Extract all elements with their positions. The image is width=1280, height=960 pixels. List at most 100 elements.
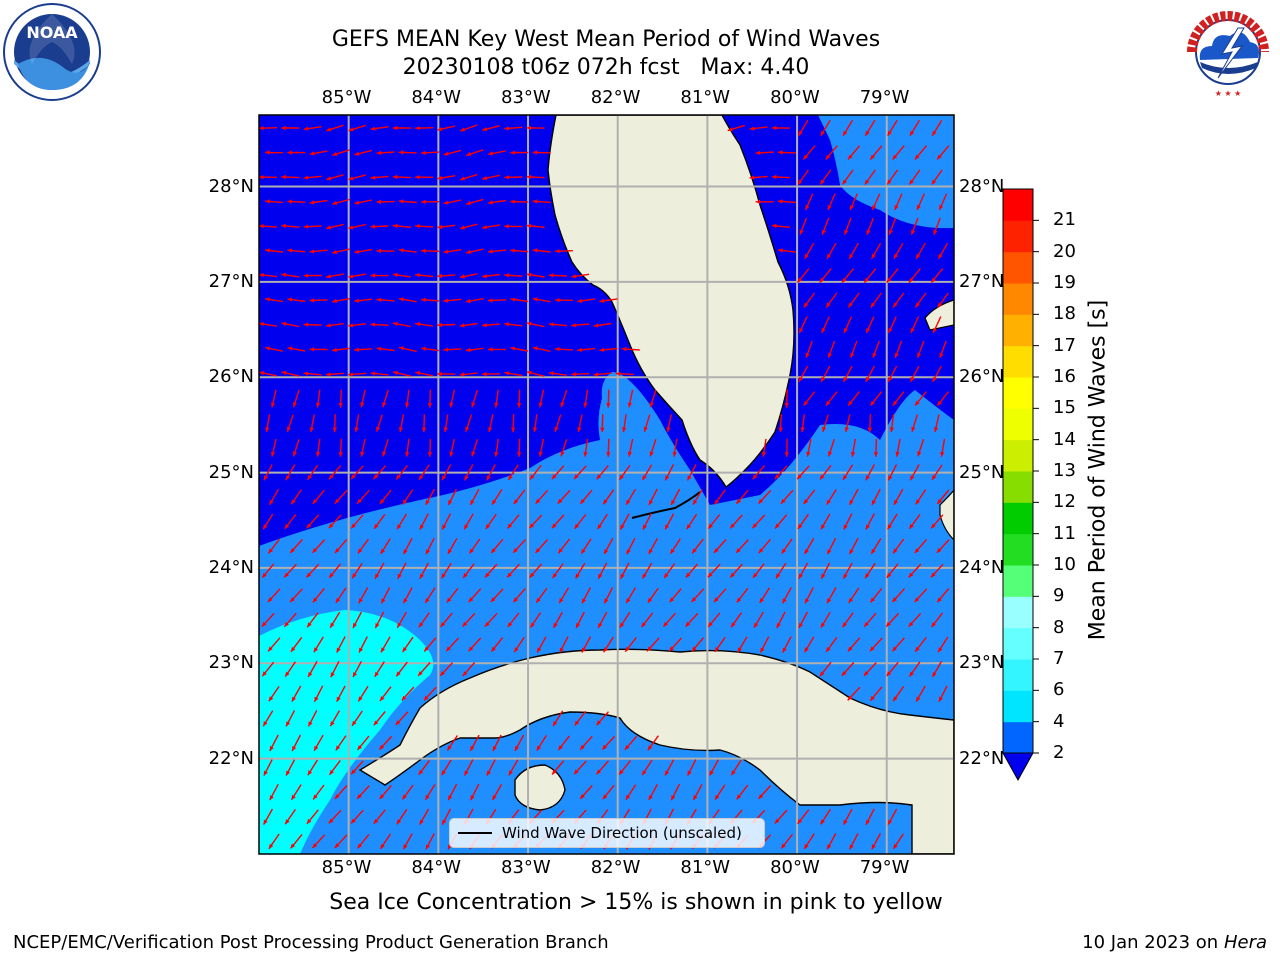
wind-wave-arrowhead (559, 647, 564, 653)
wind-wave-arrowhead (268, 696, 274, 702)
wind-wave-arrowhead (886, 671, 892, 677)
wind-wave-arrowhead (354, 200, 360, 205)
wind-wave-arrowhead (577, 298, 583, 303)
wind-wave-arrowhead (259, 126, 264, 131)
florida-keys (631, 491, 701, 519)
wind-wave-arrowhead (449, 402, 454, 408)
wind-wave-arrowhead (281, 174, 286, 180)
wind-wave-arrowhead (263, 819, 268, 825)
wind-wave-arrowhead (330, 622, 335, 628)
wind-wave-arrowhead (691, 597, 697, 602)
wind-wave-arrowhead (571, 323, 576, 328)
wind-wave-arrowhead (287, 297, 293, 302)
wind-wave-arrowhead (844, 427, 849, 432)
lon-label-top: 85°W (321, 87, 372, 108)
wind-wave-arrowhead (714, 597, 719, 603)
wind-wave-arrowhead (510, 248, 515, 253)
wind-wave-arrowhead (285, 819, 290, 825)
wind-wave-arrowhead (930, 572, 936, 578)
wind-wave-arrowhead (759, 598, 764, 603)
wind-wave-arrowhead (303, 224, 309, 229)
wind-wave-arrowhead (353, 623, 357, 628)
colorbar-segment (1003, 377, 1033, 409)
wind-wave-arrowhead (821, 524, 826, 530)
wind-wave-arrowhead (736, 597, 742, 603)
wind-wave-arrowhead (309, 347, 315, 352)
colorbar-segment (1003, 220, 1033, 253)
wind-wave-arrowhead (581, 548, 586, 554)
wind-wave-arrowhead (259, 175, 264, 180)
wind-wave-arrowhead (259, 371, 264, 376)
wind-wave-arrowhead (326, 127, 332, 132)
wind-wave-arrowhead (465, 426, 470, 432)
wind-wave-arrowhead (259, 224, 264, 229)
wind-wave-arrowhead (620, 524, 625, 530)
wind-wave-arrowhead (287, 150, 292, 155)
map-legend: Wind Wave Direction (unscaled) (449, 818, 765, 848)
wind-wave-arrowhead (553, 622, 558, 628)
wind-wave-arrowhead (558, 548, 563, 554)
wind-wave-arrowhead (669, 646, 674, 652)
wind-wave-arrowhead (370, 126, 376, 131)
wind-wave-arrowhead (596, 474, 602, 480)
wind-wave-arrowhead (373, 720, 379, 726)
wind-wave-arrowhead (511, 427, 516, 433)
wind-wave-arrowhead (504, 273, 509, 278)
wind-wave-arrowhead (392, 272, 398, 278)
wind-wave-arrowhead (687, 770, 692, 776)
wind-wave-arrowhead (804, 253, 809, 259)
wind-wave-arrowhead (887, 179, 892, 185)
wind-wave-arrowhead (843, 573, 848, 579)
wind-wave-arrowhead (354, 249, 360, 254)
wind-wave-arrowhead (909, 523, 914, 529)
wind-wave-arrowhead (797, 277, 802, 283)
wind-wave-arrowhead (893, 253, 898, 259)
wind-wave-arrowhead (888, 229, 893, 235)
wind-wave-arrowhead (866, 819, 870, 825)
wind-wave-arrowhead (915, 499, 920, 505)
wind-wave-arrowhead (290, 597, 295, 602)
colorbar-segment (1003, 345, 1033, 378)
wind-wave-arrowhead (374, 523, 379, 529)
nws-logo: ★ ★ ★ (1178, 2, 1278, 106)
wind-wave-arrowhead (908, 572, 914, 578)
wind-wave-arrowhead (398, 199, 404, 204)
wind-wave-arrowhead (510, 297, 516, 302)
wind-wave-arrowhead (357, 794, 362, 799)
wind-wave-arrowhead (419, 573, 424, 579)
wind-wave-arrowhead (403, 598, 408, 604)
wind-wave-arrowhead (269, 795, 274, 801)
wind-wave-arrowhead (424, 695, 429, 701)
wind-wave-arrowhead (504, 126, 509, 131)
wind-wave-arrowhead (782, 598, 787, 604)
florida-land (547, 115, 795, 489)
wind-wave-arrowhead (910, 475, 915, 481)
wind-wave-arrowhead (313, 647, 319, 653)
wind-wave-arrowhead (265, 248, 270, 253)
wind-wave-arrowhead (776, 573, 781, 579)
wind-wave-arrowhead (312, 597, 318, 603)
wind-wave-arrowhead (708, 622, 713, 627)
wind-wave-arrowhead (760, 647, 765, 653)
wind-wave-arrowhead (758, 548, 764, 554)
wind-wave-arrowhead (306, 523, 312, 529)
wind-wave-arrowhead (517, 403, 522, 408)
wind-wave-arrowhead (437, 175, 443, 181)
cuba-land (358, 648, 954, 854)
wind-wave-arrowhead (426, 844, 430, 850)
wind-wave-arrowhead (799, 623, 803, 628)
wind-wave-arrowhead (469, 548, 474, 554)
wind-wave-arrowhead (576, 623, 581, 628)
wind-wave-arrowhead (442, 819, 447, 825)
wind-wave-arrowhead (303, 273, 309, 278)
wind-wave-arrowhead (843, 819, 848, 825)
map-frame (258, 114, 955, 855)
wind-wave-arrowhead (821, 229, 826, 235)
colorbar-tick-label: 9 (1053, 585, 1065, 607)
wind-wave-arrowhead (870, 695, 875, 701)
wind-wave-arrowhead (514, 647, 519, 653)
wind-wave-arrowhead (284, 622, 289, 627)
wind-wave-arrowhead (353, 672, 357, 678)
wind-wave-arrowhead (309, 200, 315, 205)
wind-wave-arrowhead (627, 402, 632, 408)
